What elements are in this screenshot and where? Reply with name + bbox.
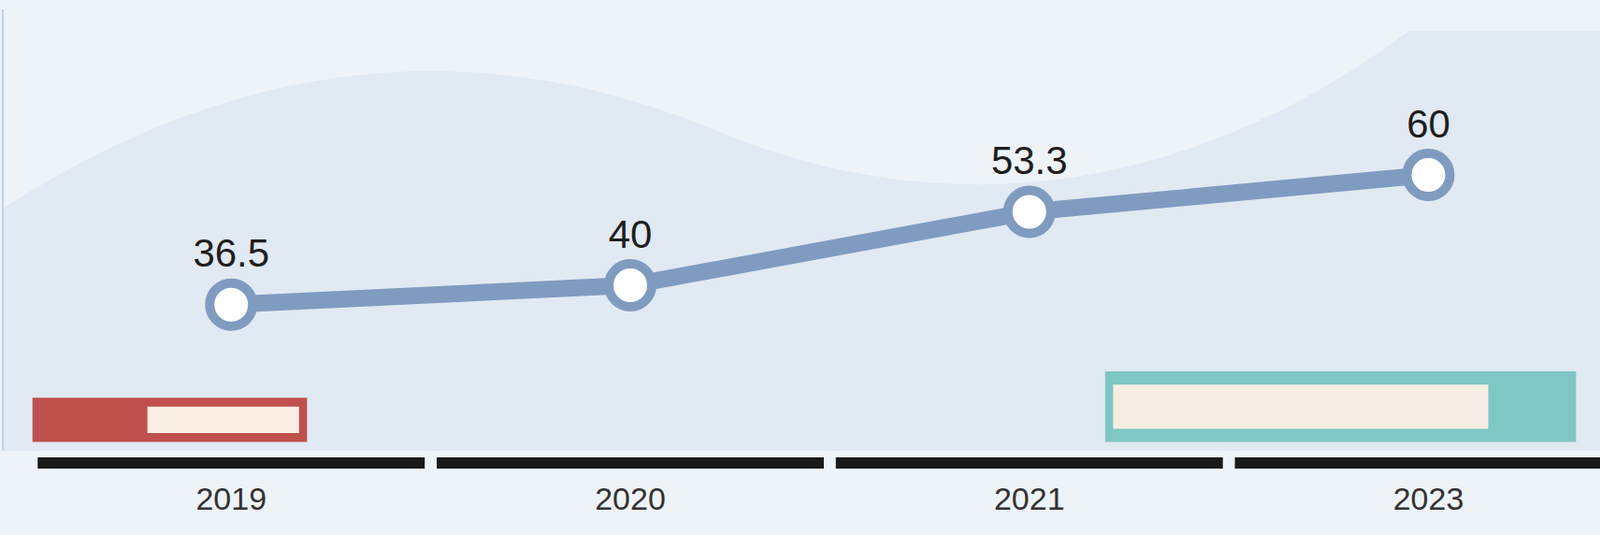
svg-text:53.3: 53.3 [991,138,1068,183]
svg-text:40: 40 [608,212,653,257]
svg-text:2020: 2020 [594,480,666,517]
svg-text:36.5: 36.5 [192,230,270,275]
svg-text:60: 60 [1406,101,1451,146]
svg-text:2019: 2019 [195,480,267,517]
svg-text:2023: 2023 [1393,480,1465,517]
svg-text:2021: 2021 [994,480,1066,517]
